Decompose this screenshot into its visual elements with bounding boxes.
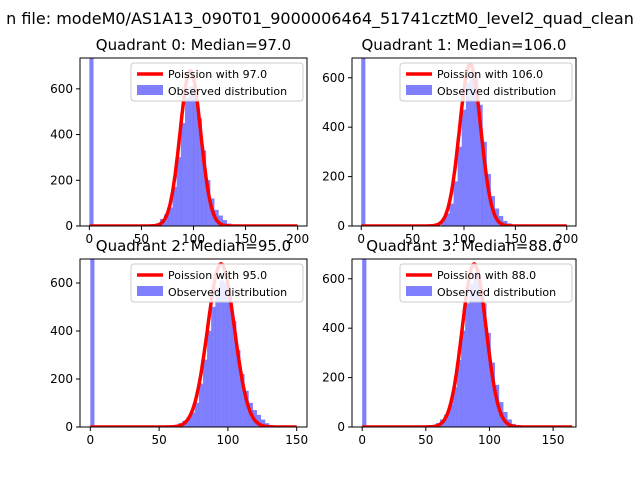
- x-tick-label: 150: [285, 433, 308, 447]
- legend-swatch-observed: [137, 85, 163, 95]
- legend-label-observed: Observed distribution: [168, 286, 287, 299]
- y-tick-label: 0: [337, 420, 345, 434]
- axes-frame: [79, 258, 308, 428]
- y-tick-label: 200: [322, 371, 345, 385]
- legend: Poission with 95.0 Observed distribution: [130, 263, 304, 303]
- legend-box: [399, 62, 573, 102]
- x-tick-label: 0: [86, 232, 94, 246]
- y-tick-label: 400: [50, 128, 73, 142]
- legend: Poission with 106.0 Observed distribution: [399, 62, 573, 102]
- histogram-bar: [469, 283, 474, 427]
- y-tick-label: 0: [65, 219, 73, 233]
- figure-suptitle: n file: modeM0/AS1A13_090T01_9000006464_…: [6, 9, 634, 29]
- histogram-bar: [457, 146, 463, 226]
- legend-swatch-observed: [406, 85, 432, 95]
- subplot-title: Quadrant 2: Median=95.0: [96, 237, 291, 255]
- legend-label-poisson: Poission with 106.0: [437, 68, 543, 81]
- x-tick-label: 50: [151, 433, 166, 447]
- x-tick-label: 150: [234, 232, 257, 246]
- x-tick-label: 150: [504, 232, 527, 246]
- histogram-bar: [465, 82, 471, 226]
- legend-label-observed: Observed distribution: [437, 286, 556, 299]
- legend-box: [130, 62, 304, 102]
- legend: Poission with 88.0 Observed distribution: [399, 263, 573, 303]
- legend-label-observed: Observed distribution: [168, 85, 287, 98]
- histogram-bar: [180, 122, 186, 226]
- x-tick-label: 100: [182, 232, 205, 246]
- legend-box: [399, 263, 573, 303]
- legend: Poission with 97.0 Observed distribution: [130, 62, 304, 102]
- y-tick-label: 200: [50, 372, 73, 386]
- x-tick-label: 150: [542, 433, 565, 447]
- histogram-bar: [465, 303, 470, 427]
- x-tick-label: 100: [453, 232, 476, 246]
- subplot-title: Quadrant 0: Median=97.0: [96, 36, 291, 54]
- legend-label-poisson: Poission with 88.0: [437, 269, 536, 282]
- histogram-bar: [461, 109, 467, 226]
- y-tick-label: 600: [322, 71, 345, 85]
- x-tick-label: 50: [134, 232, 149, 246]
- axes-frame: [351, 258, 577, 428]
- y-tick-label: 0: [65, 420, 73, 434]
- histogram-bar: [361, 58, 366, 226]
- histogram-bar: [90, 259, 95, 427]
- subplot-quadrant-0: 0 50 100 150 200 0 200 400 600 Quadrant 0: Median…: [50, 36, 309, 246]
- histogram-bar: [219, 280, 224, 427]
- subplot-quadrant-1: 0 50 100 150 200 0 200 400 600 Quadrant 1: Median…: [322, 36, 578, 246]
- histogram-bar: [362, 259, 367, 427]
- x-tick-label: 200: [286, 232, 309, 246]
- y-tick-label: 400: [322, 120, 345, 134]
- legend-swatch-observed: [406, 286, 432, 296]
- y-tick-label: 0: [337, 219, 345, 233]
- histogram-bar: [223, 282, 229, 427]
- subplot-grid: 0 50 100 150 200 0 200 400 600 Quadrant 0: Median…: [50, 36, 578, 447]
- subplot-title: Quadrant 1: Median=106.0: [362, 36, 567, 54]
- subplot-title: Quadrant 3: Median=88.0: [366, 237, 561, 255]
- x-tick-label: 100: [478, 433, 501, 447]
- histogram-bar: [202, 359, 208, 427]
- x-tick-label: 0: [86, 433, 94, 447]
- y-tick-label: 200: [322, 170, 345, 184]
- histogram-bar: [198, 383, 204, 427]
- y-tick-label: 400: [50, 324, 73, 338]
- legend-box: [130, 263, 304, 303]
- x-tick-label: 100: [216, 433, 239, 447]
- subplot-quadrant-3: 0 50 100 150 0 200 400 600 Quadrant 3: Median=88…: [322, 237, 577, 447]
- histogram-bar: [449, 203, 454, 226]
- histogram-bar: [211, 306, 216, 427]
- y-tick-label: 400: [322, 321, 345, 335]
- legend-label-poisson: Poission with 95.0: [168, 269, 267, 282]
- histogram-bar: [89, 58, 94, 226]
- legend-swatch-observed: [137, 286, 163, 296]
- y-tick-label: 600: [322, 272, 345, 286]
- x-tick-label: 200: [555, 232, 578, 246]
- poisson-curve: [90, 261, 297, 427]
- y-tick-label: 600: [50, 82, 73, 96]
- histogram-bar: [207, 330, 212, 427]
- x-tick-label: 50: [405, 232, 420, 246]
- subplot-quadrant-2: 0 50 100 150 0 200 400 600 Quadrant 2: Median=95…: [50, 237, 308, 447]
- histogram-bar: [189, 86, 194, 226]
- x-tick-label: 0: [358, 433, 366, 447]
- x-tick-label: 0: [357, 232, 365, 246]
- y-tick-label: 600: [50, 276, 73, 290]
- histogram-bar: [185, 97, 190, 226]
- legend-label-observed: Observed distribution: [437, 85, 556, 98]
- histogram-bar: [453, 181, 458, 226]
- x-tick-label: 50: [418, 433, 433, 447]
- plot-area: [90, 259, 297, 427]
- legend-label-poisson: Poission with 97.0: [168, 68, 267, 81]
- histogram-bar: [215, 287, 220, 427]
- y-tick-label: 200: [50, 173, 73, 187]
